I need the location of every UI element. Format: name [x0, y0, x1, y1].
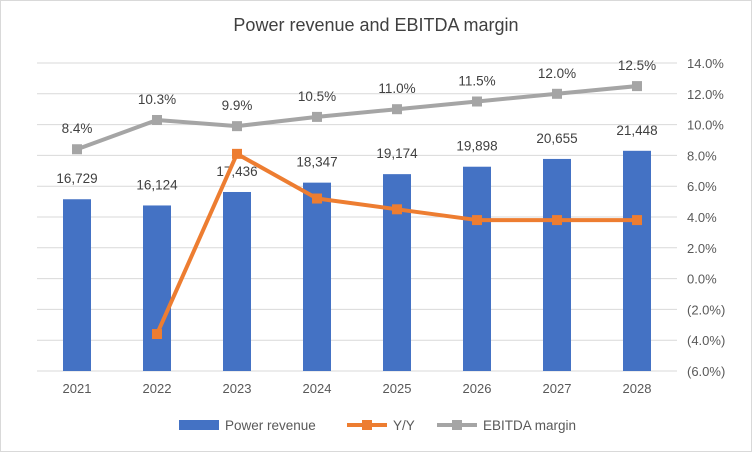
legend-label-power-revenue: Power revenue — [225, 418, 316, 433]
bar-data-label: 20,655 — [536, 131, 577, 146]
x-tick-label: 2021 — [63, 381, 92, 396]
bar-data-label: 19,174 — [376, 146, 418, 161]
bar — [223, 191, 251, 371]
bar — [143, 205, 171, 371]
ebitda-margin-marker — [312, 111, 322, 122]
ebitda-margin-marker — [552, 88, 562, 99]
bar-data-label: 17,436 — [216, 164, 257, 179]
legend-marker-yoy — [362, 420, 372, 430]
bar — [463, 166, 491, 371]
bar-data-label: 16,729 — [56, 171, 97, 186]
bar — [543, 158, 571, 371]
legend-marker-ebitda-margin — [452, 420, 462, 430]
x-tick-label: 2023 — [223, 381, 252, 396]
margin-data-label: 10.5% — [298, 89, 336, 104]
x-tick-label: 2025 — [383, 381, 412, 396]
margin-data-label: 8.4% — [62, 121, 93, 136]
yoy-marker — [552, 215, 562, 226]
y-tick-label: 4.0% — [687, 210, 717, 225]
margin-data-label: 9.9% — [222, 98, 253, 113]
y-tick-label: 8.0% — [687, 148, 717, 163]
ebitda-margin-marker — [72, 144, 82, 155]
bar-data-label: 16,124 — [136, 177, 178, 192]
bar — [623, 150, 651, 371]
bar-data-label: 18,347 — [296, 155, 337, 170]
ebitda-margin-marker — [632, 81, 642, 92]
y-tick-label: 0.0% — [687, 272, 717, 287]
y-tick-label: (2.0%) — [687, 302, 725, 317]
y-tick-label: 6.0% — [687, 179, 717, 194]
ebitda-margin-line — [76, 84, 638, 152]
x-tick-label: 2027 — [543, 381, 572, 396]
yoy-marker — [632, 215, 642, 226]
bar — [383, 174, 411, 371]
y-tick-label: 10.0% — [687, 118, 724, 133]
yoy-marker — [472, 215, 482, 226]
ebitda-margin-marker — [392, 104, 402, 115]
x-tick-label: 2024 — [303, 381, 332, 396]
yoy-marker — [312, 193, 322, 204]
y-tick-label: 12.0% — [687, 87, 724, 102]
yoy-marker — [232, 148, 242, 159]
bar-data-label: 21,448 — [616, 123, 657, 138]
legend-label-ebitda-margin: EBITDA margin — [483, 418, 576, 433]
ebitda-margin-marker — [472, 96, 482, 107]
margin-data-label: 12.0% — [538, 66, 576, 81]
x-tick-label: 2026 — [463, 381, 492, 396]
margin-data-label: 11.5% — [458, 74, 495, 89]
margin-data-label: 12.5% — [618, 58, 656, 73]
ebitda-margin-marker — [232, 121, 242, 132]
margin-data-label: 10.3% — [138, 92, 176, 107]
chart-title: Power revenue and EBITDA margin — [233, 15, 519, 35]
margin-data-label: 11.0% — [378, 81, 415, 96]
ebitda-margin-marker — [152, 114, 162, 125]
y-tick-label: (4.0%) — [687, 333, 725, 348]
x-tick-label: 2022 — [143, 381, 172, 396]
yoy-marker — [392, 204, 402, 215]
bar — [303, 182, 331, 371]
legend-swatch-power-revenue — [179, 420, 219, 430]
y-tick-label: (6.0%) — [687, 364, 725, 379]
x-tick-label: 2028 — [623, 381, 652, 396]
legend-label-yoy: Y/Y — [393, 418, 415, 433]
yoy-marker — [152, 329, 162, 340]
bar-data-label: 19,898 — [456, 139, 497, 154]
y-tick-label: 14.0% — [687, 56, 724, 71]
bar — [63, 199, 91, 371]
y-tick-label: 2.0% — [687, 241, 717, 256]
